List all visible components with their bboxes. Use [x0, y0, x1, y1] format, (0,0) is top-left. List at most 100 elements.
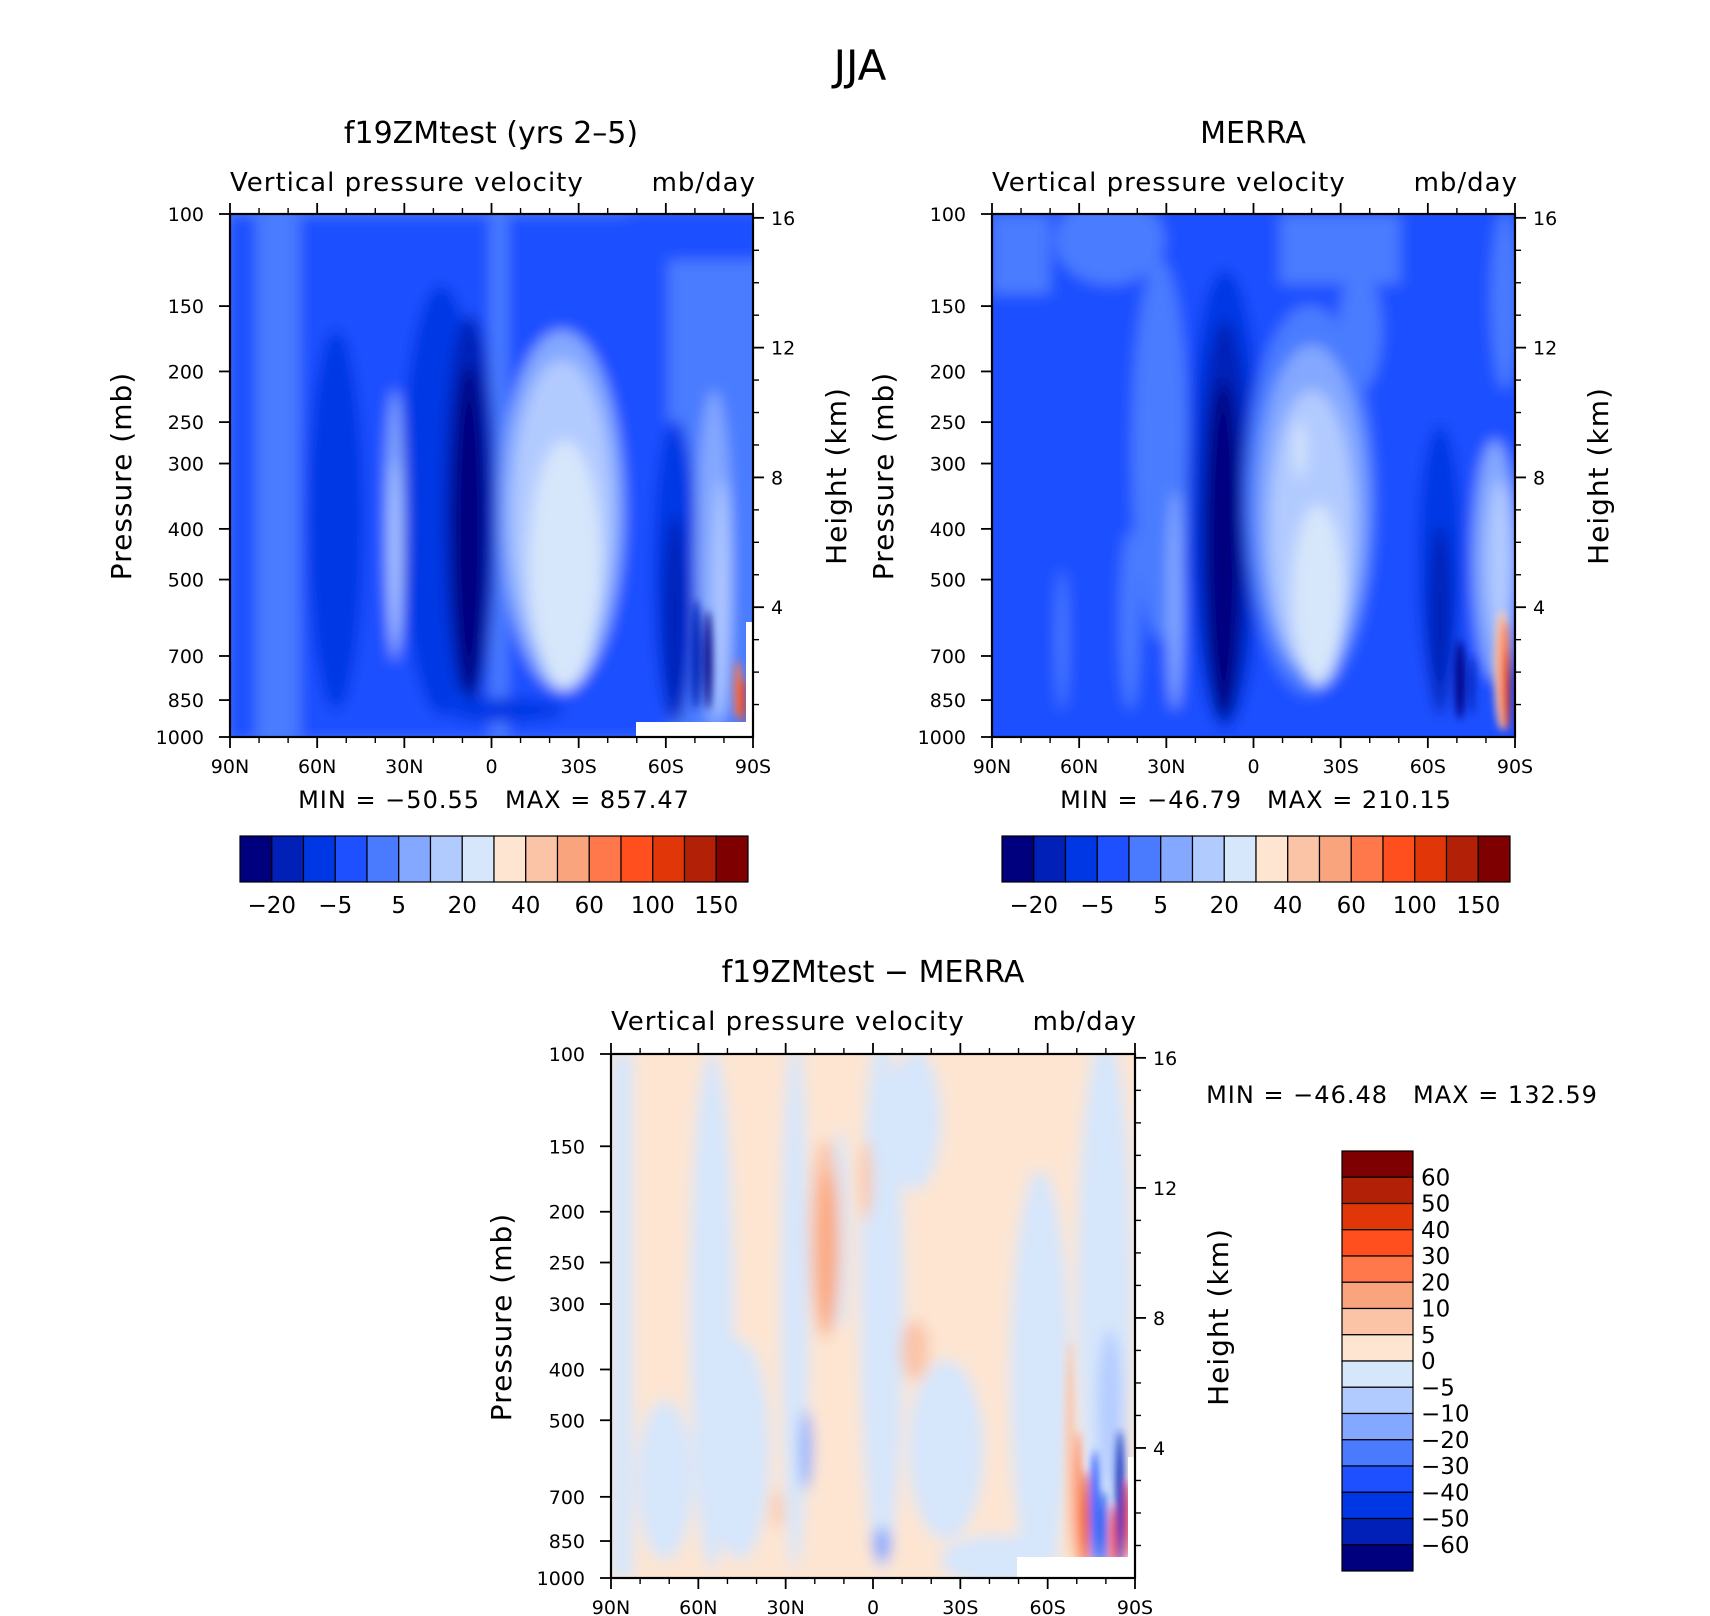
y-right-tick-label: 12	[1533, 338, 1557, 360]
y-tick-label: 1000	[156, 727, 204, 749]
y-tick-label: 700	[930, 646, 966, 668]
y-tick-label: 500	[168, 570, 204, 592]
colorbar-swatch	[1160, 835, 1194, 883]
y-tick-label: 100	[549, 1044, 585, 1066]
x-tick-label: 30N	[1147, 756, 1185, 778]
x-tick-label: 90S	[1117, 1597, 1153, 1616]
y-tick-label: 700	[168, 646, 204, 668]
colorbar-swatch	[1341, 1281, 1414, 1310]
colorbar-label: 20	[448, 893, 477, 919]
colorbar-swatch	[461, 835, 495, 883]
colorbar-label: −30	[1421, 1454, 1470, 1480]
colorbar-swatch	[1341, 1465, 1414, 1493]
y-axis-title: Pressure (mb)	[485, 1213, 518, 1421]
colorbar-swatch	[239, 835, 273, 883]
y-tick-label: 850	[930, 690, 966, 712]
y-right-tick-label: 4	[771, 597, 783, 619]
x-tick-label: 60S	[1410, 756, 1446, 778]
colorbar-label: 150	[694, 893, 738, 919]
colorbar-label: 5	[1153, 893, 1168, 919]
y-tick-label: 100	[930, 204, 966, 226]
y-right-axis-title: Height (km)	[1202, 1228, 1235, 1406]
colorbar-swatch	[683, 835, 717, 883]
y-right-tick-label: 12	[1153, 1178, 1177, 1200]
x-tick-label: 60S	[648, 756, 684, 778]
colorbar-label: −40	[1421, 1480, 1470, 1506]
plot-frame	[219, 203, 764, 748]
colorbar-swatch	[1341, 1307, 1414, 1336]
y-right-tick-label: 8	[1153, 1308, 1165, 1330]
colorbar-label: 5	[1421, 1323, 1436, 1349]
colorbar-swatch	[1341, 1202, 1414, 1231]
colorbar-label: −5	[1421, 1375, 1455, 1401]
colorbar-label: −20	[1421, 1428, 1470, 1454]
x-tick-label: 30S	[1323, 756, 1359, 778]
colorbar-swatch	[620, 835, 654, 883]
y-tick-label: 200	[930, 361, 966, 383]
colorbar-swatch	[1341, 1517, 1414, 1546]
panel-title: f19ZMtest − MERRA	[722, 955, 1025, 990]
colorbar-swatch	[1341, 1412, 1414, 1441]
colorbar-swatch	[1477, 835, 1511, 883]
colorbar-swatch	[1341, 1544, 1414, 1572]
min-label: MIN = −50.55	[298, 786, 480, 814]
contour-field	[230, 214, 753, 737]
panel-subtitle-left: Vertical pressure velocity	[230, 168, 584, 198]
panel-subtitle-units: mb/day	[652, 168, 756, 198]
y-right-tick-label: 8	[1533, 467, 1545, 489]
y-tick-label: 1000	[537, 1568, 585, 1590]
colorbar-label: −20	[1009, 893, 1058, 919]
colorbar-swatch	[1064, 835, 1098, 883]
colorbar-label: 100	[631, 893, 675, 919]
x-tick-label: 30N	[766, 1597, 804, 1616]
y-tick-label: 200	[168, 361, 204, 383]
y-right-tick-label: 16	[771, 208, 795, 230]
colorbar-swatch	[525, 835, 559, 883]
panel-subtitle-units: mb/day	[1414, 168, 1518, 198]
colorbar-swatch	[1341, 1255, 1414, 1283]
panel-subtitle-left: Vertical pressure velocity	[611, 1007, 965, 1037]
contour-field	[611, 1054, 1135, 1578]
x-tick-label: 30N	[385, 756, 423, 778]
plot-frame	[981, 203, 1526, 748]
y-tick-label: 850	[549, 1531, 585, 1553]
y-tick-label: 200	[549, 1202, 585, 1224]
x-tick-label: 60N	[298, 756, 336, 778]
colorbar-swatch	[1414, 835, 1448, 883]
min-label: MIN = −46.79	[1060, 786, 1242, 814]
panel-title: f19ZMtest (yrs 2–5)	[344, 116, 638, 151]
y-tick-label: 300	[168, 454, 204, 476]
colorbar-swatch	[1255, 835, 1289, 883]
x-tick-label: 0	[485, 756, 497, 778]
panel-subtitle-left: Vertical pressure velocity	[992, 168, 1346, 198]
y-tick-label: 250	[930, 412, 966, 434]
y-axis-title: Pressure (mb)	[867, 372, 900, 580]
y-axis-labels: 100 150 200 250 300 400 500 700 850 1000	[918, 204, 966, 749]
panel-difference: f19ZMtest − MERRA Vertical pressure velo…	[485, 955, 1597, 1616]
y-tick-label: 500	[549, 1410, 585, 1432]
colorbar: −20 −5 5 20 40 60 100 150	[1001, 835, 1511, 919]
colorbar-label: 0	[1421, 1349, 1436, 1375]
colorbar-label: 100	[1393, 893, 1437, 919]
colorbar-label: 60	[1421, 1165, 1450, 1191]
colorbar-swatch	[302, 835, 336, 883]
colorbar-label: −20	[247, 893, 296, 919]
y-right-tick-label: 16	[1533, 208, 1557, 230]
y-tick-label: 1000	[918, 727, 966, 749]
y-right-axis-labels: 16 12 8 4	[1153, 1048, 1177, 1460]
x-tick-label: 90N	[211, 756, 249, 778]
colorbar-label: 5	[391, 893, 406, 919]
colorbar-swatch	[1341, 1386, 1414, 1415]
colorbar-swatch	[429, 835, 463, 883]
colorbar-swatch	[556, 835, 590, 883]
colorbar-swatch	[1001, 835, 1035, 883]
colorbar-swatch	[1341, 1229, 1414, 1257]
y-tick-label: 100	[168, 204, 204, 226]
x-tick-label: 60S	[1030, 1597, 1066, 1616]
colorbar-label: 40	[1273, 893, 1302, 919]
y-tick-label: 250	[549, 1253, 585, 1275]
y-right-axis-title: Height (km)	[1582, 387, 1615, 565]
y-tick-label: 300	[549, 1294, 585, 1316]
y-tick-label: 850	[168, 690, 204, 712]
y-right-axis-labels: 16 12 8 4	[771, 208, 795, 619]
